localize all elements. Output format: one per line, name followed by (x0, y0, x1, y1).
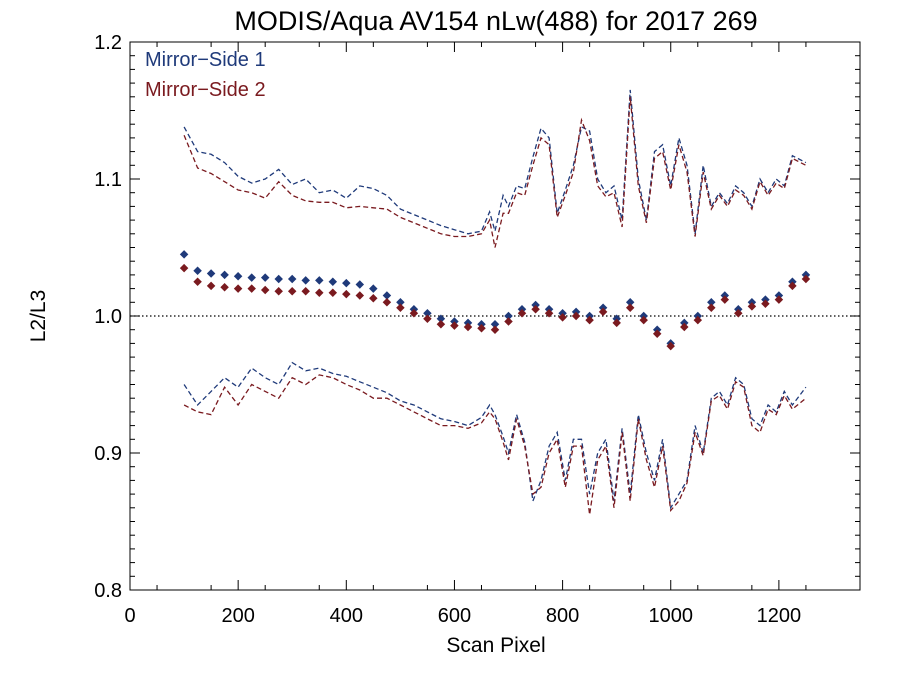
mirror-side-2-point (774, 295, 784, 304)
mirror-side-2-point (436, 319, 446, 329)
y-tick-label: 1.0 (94, 306, 122, 328)
mirror-side-2-points (179, 263, 811, 351)
chart-title: MODIS/Aqua AV154 nLw(488) for 2017 269 (234, 6, 757, 36)
mirror-side-2-point (220, 282, 229, 292)
mirror-side-2-point (274, 287, 283, 296)
mirror-side-2-point (477, 324, 486, 333)
mirror-side-2-point (598, 307, 608, 317)
mirror-side-2-point (233, 284, 243, 293)
y-tick-label: 1.1 (94, 169, 122, 191)
mirror-side-1-point (247, 273, 256, 282)
mirror-side-2-point (517, 309, 527, 318)
mirror-side-1-point (625, 298, 635, 307)
mirror-side-2-point (315, 288, 324, 297)
mirror-side-2-point (707, 303, 716, 313)
mirror-side-2-point (693, 315, 703, 325)
mirror-side-2-point (409, 309, 419, 318)
mirror-side-2-point (287, 287, 297, 296)
mirror-side-1-point (382, 291, 392, 300)
mirror-side-1-point (179, 250, 189, 259)
mirror-side-2-point (342, 289, 351, 299)
mirror-side-2-point (666, 341, 675, 351)
mirror-side-2-point (301, 287, 310, 296)
mirror-side-2-point (490, 325, 500, 334)
mirror-side-1-point (206, 269, 216, 278)
legend-entry-mirror-side-1: Mirror−Side 1 (145, 49, 266, 71)
mirror-side-1-point (328, 277, 338, 287)
mirror-side-1-point (274, 274, 283, 284)
mirror-side-1-point (260, 273, 270, 282)
mirror-side-2-point (761, 299, 770, 308)
mirror-side-2-point (328, 288, 338, 297)
mirror-side-2-point (747, 302, 757, 311)
x-tick-label: 400 (330, 605, 363, 627)
x-tick-label: 800 (546, 605, 579, 627)
mirror-side-2-point (625, 303, 635, 313)
mirror-side-1-point (369, 284, 378, 293)
mirror-side-2-point (788, 281, 797, 291)
mirror-side-1-point (490, 319, 500, 329)
mirror-side-1-point (315, 276, 324, 285)
y-tick-label: 0.9 (94, 443, 122, 465)
mirror-side-2-point (355, 291, 365, 300)
mirror-side-2-point (193, 277, 202, 287)
mirror-side-2-point (206, 281, 216, 291)
x-tick-label: 600 (438, 605, 471, 627)
mirror-side-1-point (287, 274, 297, 284)
mirror-side-2-point (450, 321, 459, 330)
mirror-side-1-point (436, 314, 446, 323)
y-tick-label: 0.8 (94, 580, 122, 602)
x-tick-label: 200 (221, 605, 254, 627)
mirror-side-2-point (382, 298, 392, 307)
mirror-side-2-lower-bound-line (183, 374, 807, 515)
legend-entry-mirror-side-2: Mirror−Side 2 (145, 79, 266, 101)
mirror-side-2-point (652, 329, 662, 339)
axes: 0 200 400 600 800 1000 1200 0.8 0.9 1.0 1.1 1.2 (94, 32, 860, 627)
mirror-side-2-point (463, 322, 473, 332)
mirror-side-1-point (355, 280, 365, 289)
y-tick-label: 1.2 (94, 32, 122, 54)
mirror-side-1-point (233, 272, 243, 281)
mirror-side-2-point (369, 293, 378, 303)
x-axis-label: Scan Pixel (446, 634, 545, 657)
mirror-side-1-point (423, 309, 432, 318)
mirror-side-2-point (612, 318, 621, 328)
plot-area (130, 89, 860, 515)
mirror-side-1-point (504, 311, 513, 321)
x-tick-label: 0 (124, 605, 135, 627)
mirror-side-2-point (544, 309, 554, 318)
mirror-side-2-point (396, 303, 405, 313)
mirror-side-2-point (571, 311, 581, 321)
mirror-side-2-point (423, 314, 432, 323)
mirror-side-1-point (396, 298, 405, 307)
mirror-side-1-upper-bound-line (183, 89, 807, 235)
y-axis-label: L2/L3 (27, 290, 50, 343)
mirror-side-2-point (680, 322, 689, 332)
mirror-side-2-point (531, 304, 540, 314)
mirror-side-1-point (707, 298, 716, 307)
mirror-side-2-point (801, 274, 811, 284)
mirror-side-2-point (639, 315, 648, 325)
mirror-side-2-point (720, 295, 730, 304)
mirror-side-2-upper-bound-line (183, 96, 807, 248)
mirror-side-1-point (220, 270, 229, 280)
mirror-side-1-point (342, 278, 351, 288)
mirror-side-2-point (260, 285, 270, 295)
mirror-side-1-point (301, 276, 310, 285)
mirror-side-1-point (193, 266, 202, 276)
mirror-side-2-point (179, 263, 189, 273)
mirror-side-1-lower-bound-line (183, 361, 807, 510)
mirror-side-2-point (247, 284, 256, 293)
mirror-side-2-point (734, 309, 743, 318)
legend: Mirror−Side 1 Mirror−Side 2 (145, 49, 266, 101)
x-tick-label: 1000 (648, 605, 693, 627)
x-tick-label: 1200 (757, 605, 802, 627)
mirror-side-2-point (558, 313, 567, 322)
mirror-side-2-point (504, 317, 513, 326)
mirror-side-2-point (585, 315, 594, 325)
